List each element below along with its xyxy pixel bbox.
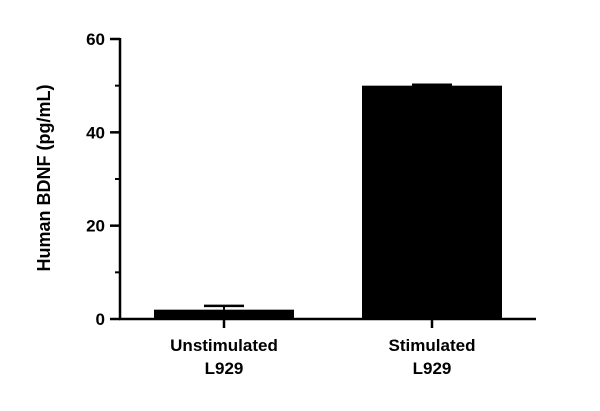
x-tick-label: L929 <box>205 359 244 378</box>
y-tick-label: 40 <box>86 123 105 142</box>
x-tick-label: Unstimulated <box>170 336 278 355</box>
x-tick-label: L929 <box>413 359 452 378</box>
x-axis: Unstimulated L929 Stimulated L929 <box>119 317 536 378</box>
y-axis: 0 20 40 60 <box>86 30 122 329</box>
bars <box>154 83 502 320</box>
bar <box>362 85 502 320</box>
y-axis-title: Human BDNF (pg/mL) <box>34 85 54 272</box>
x-tick-label: Stimulated <box>389 336 476 355</box>
y-tick-label: 0 <box>96 310 105 329</box>
y-tick-label: 20 <box>86 217 105 236</box>
bar <box>154 309 294 319</box>
y-tick-label: 60 <box>86 30 105 49</box>
